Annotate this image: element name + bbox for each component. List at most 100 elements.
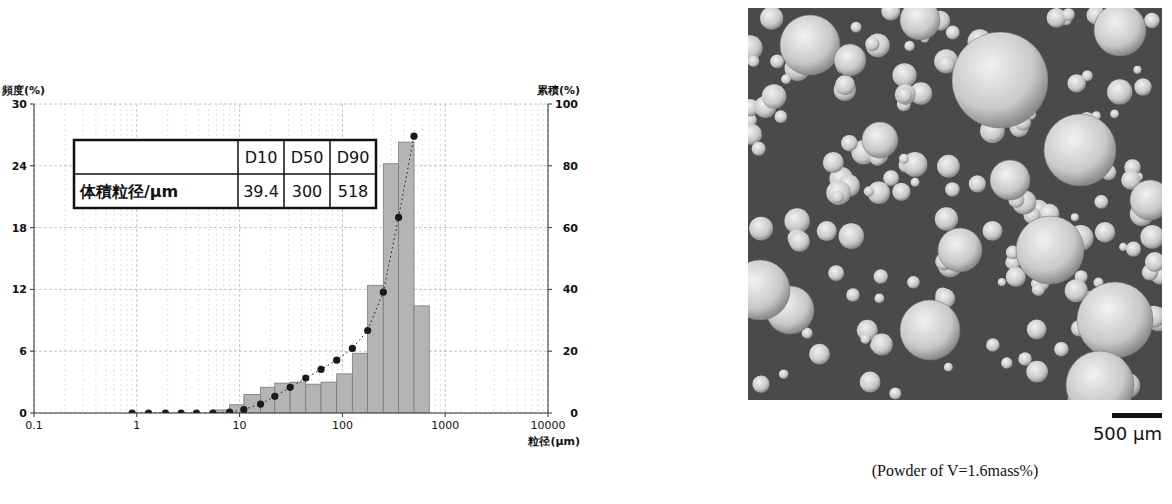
cumulative-point: [364, 327, 371, 334]
small-particle: [835, 75, 855, 95]
large-particle: [990, 160, 1030, 200]
small-particle: [864, 186, 874, 196]
cumulative-point: [178, 409, 185, 413]
large-particle: [780, 15, 840, 75]
large-particle: [1077, 282, 1153, 358]
minor-grid-line: [435, 104, 436, 413]
small-particle: [762, 84, 787, 109]
small-particle: [946, 26, 960, 40]
small-particle: [881, 8, 900, 21]
small-particle: [1094, 195, 1108, 209]
minor-grid-line: [440, 104, 441, 413]
small-particle: [779, 369, 789, 379]
large-particle: [1066, 351, 1134, 400]
small-particle: [846, 288, 859, 301]
x-tick: [445, 413, 446, 417]
small-particle: [828, 265, 844, 281]
small-particle: [752, 376, 769, 393]
histogram-bar: [368, 285, 384, 413]
small-particle: [983, 221, 1003, 241]
small-particle: [935, 207, 958, 230]
y2-tick-label: 100: [555, 98, 578, 111]
table-frame: [74, 140, 376, 208]
large-particle: [748, 260, 790, 320]
y-axis-line: [34, 104, 35, 413]
large-particle: [1016, 216, 1084, 284]
x-axis-title: 粒径(μm): [527, 435, 580, 448]
x-tick: [136, 413, 137, 417]
histogram-bar: [352, 353, 367, 413]
cumulative-point: [302, 374, 309, 381]
small-particle: [1071, 213, 1079, 221]
x-grid-line: [34, 104, 35, 413]
small-particle: [860, 372, 881, 393]
large-particle: [862, 122, 898, 158]
y2-tick: [548, 289, 552, 290]
y2-tick: [548, 351, 552, 352]
table-cell: 518: [338, 182, 369, 201]
y2-tick: [548, 227, 552, 228]
cumulative-point: [209, 409, 216, 413]
y-tick-label: 30: [12, 98, 28, 111]
small-particle: [851, 22, 862, 33]
y-tick-label: 12: [12, 283, 27, 296]
minor-grid-line: [543, 104, 544, 413]
caption: (Powder of V=1.6mass%): [872, 462, 1038, 480]
large-particle: [834, 44, 866, 76]
small-particle: [752, 142, 766, 156]
small-particle: [1032, 283, 1045, 296]
small-particle: [826, 180, 851, 205]
small-particle: [1001, 357, 1012, 368]
y-tick-label: 18: [12, 222, 27, 235]
small-particle: [841, 135, 858, 152]
minor-grid-line: [507, 104, 508, 413]
y2-tick-label: 80: [563, 160, 579, 173]
small-particle: [937, 55, 955, 73]
small-particle: [1062, 8, 1075, 21]
histogram-bar: [383, 164, 398, 413]
small-particle: [1110, 109, 1119, 118]
cumulative-point: [128, 409, 135, 413]
y-tick: [30, 351, 34, 352]
small-particle: [760, 8, 783, 30]
small-particle: [1145, 252, 1162, 272]
y2-tick: [548, 165, 552, 166]
cumulative-point: [145, 409, 152, 413]
small-particle: [892, 183, 910, 201]
y-grid-line: [34, 351, 548, 352]
cumulative-point: [240, 406, 247, 413]
histogram-bar: [337, 374, 353, 413]
y-grid-line: [34, 289, 548, 290]
cumulative-point: [193, 409, 200, 413]
table-header: D10: [245, 148, 278, 167]
small-particle: [895, 84, 916, 105]
y-grid-line: [34, 104, 548, 105]
x-tick: [548, 413, 549, 417]
small-particle: [1126, 241, 1141, 256]
x-tick: [34, 413, 35, 417]
small-particle: [789, 231, 810, 252]
small-particle: [839, 223, 865, 249]
y-grid-line: [34, 227, 548, 228]
figure: 0.11101001000100000612182430020406080100…: [0, 0, 1172, 504]
histogram-bar: [306, 384, 321, 413]
small-particle: [937, 155, 960, 178]
x-tick: [239, 413, 240, 417]
small-particle: [832, 191, 844, 203]
small-particle: [1134, 78, 1151, 95]
x-tick-label: 100: [332, 419, 353, 432]
particles: [748, 8, 1162, 400]
minor-grid-line: [532, 104, 533, 413]
table-rule: [329, 140, 331, 208]
small-particle: [945, 182, 960, 197]
y-tick-label: 24: [12, 160, 28, 173]
small-particle: [899, 154, 909, 164]
y-tick-label: 6: [19, 345, 27, 358]
cumulative-point: [257, 400, 264, 407]
micrograph: 500 μm(Powder of V=1.6mass%): [730, 0, 1170, 480]
cumulative-point: [349, 345, 356, 352]
y2-tick: [548, 413, 552, 414]
small-particle: [1144, 13, 1159, 28]
table-rule: [237, 140, 239, 208]
small-particle: [1107, 79, 1132, 104]
